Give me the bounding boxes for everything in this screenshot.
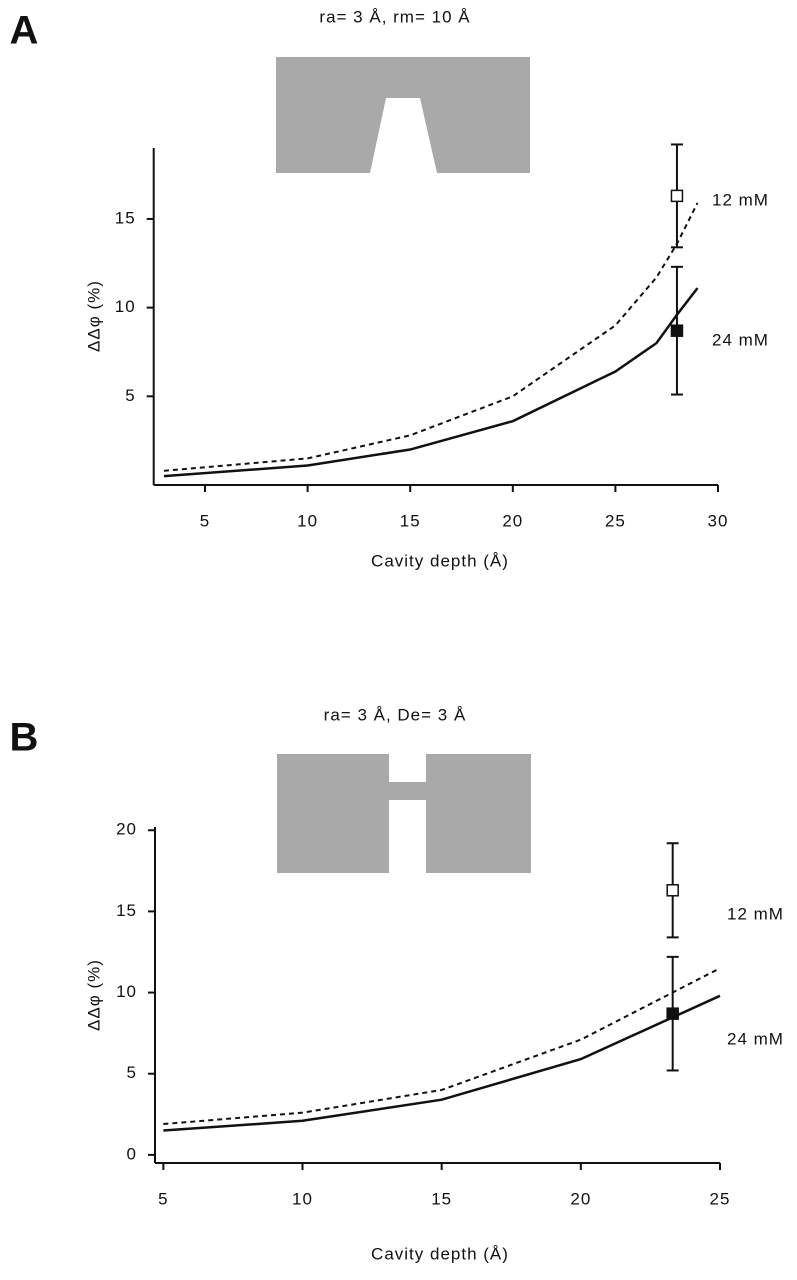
series-line: [163, 287, 699, 478]
y-axis-label: ΔΔφ (%): [84, 959, 103, 1031]
pore-schematic-b: [277, 754, 531, 873]
x-tick-label: 15: [431, 1189, 452, 1208]
data-point: [670, 324, 684, 337]
series-line: [163, 202, 699, 472]
y-tick-label: 10: [116, 982, 137, 1001]
y-tick-label: 20: [116, 820, 137, 839]
series-label: 12 mM: [712, 190, 769, 209]
y-tick-label: 15: [115, 208, 136, 227]
series-line: [163, 994, 721, 1132]
membrane: [277, 754, 389, 873]
x-tick-label: 30: [708, 511, 729, 530]
cavity: [370, 98, 437, 173]
data-point: [666, 884, 679, 897]
data-point: [670, 189, 684, 203]
x-axis-label: Cavity depth (Å): [371, 551, 509, 570]
channel: [389, 782, 426, 800]
x-tick-label: 10: [292, 1189, 313, 1208]
y-tick-label: 0: [127, 1144, 137, 1163]
series-label: 12 mM: [727, 904, 784, 923]
x-tick-label: 20: [570, 1189, 591, 1208]
x-tick-label: 20: [502, 511, 523, 530]
x-tick-label: 5: [158, 1189, 168, 1208]
y-tick-label: 5: [127, 1063, 137, 1082]
y-tick-label: 10: [115, 297, 136, 316]
panel-label: A: [10, 9, 39, 53]
series-label: 24 mM: [712, 330, 769, 349]
x-tick-label: 25: [605, 511, 626, 530]
chart-title: ra= 3 Å, De= 3 Å: [324, 705, 467, 724]
y-tick-label: 15: [116, 901, 137, 920]
series-label: 24 mM: [727, 1029, 784, 1048]
x-tick-label: 5: [200, 511, 210, 530]
series-line: [163, 967, 721, 1126]
x-tick-label: 25: [710, 1189, 731, 1208]
pore-schematic-a: [276, 57, 530, 173]
panel-label: B: [10, 716, 39, 760]
y-axis-label: ΔΔφ (%): [84, 280, 103, 352]
x-tick-label: 10: [297, 511, 318, 530]
x-tick-label: 15: [400, 511, 421, 530]
x-axis-label: Cavity depth (Å): [371, 1244, 509, 1263]
membrane: [426, 754, 531, 873]
y-tick-label: 5: [125, 386, 135, 405]
data-point: [666, 1007, 679, 1020]
chart-title: ra= 3 Å, rm= 10 Å: [319, 7, 470, 26]
